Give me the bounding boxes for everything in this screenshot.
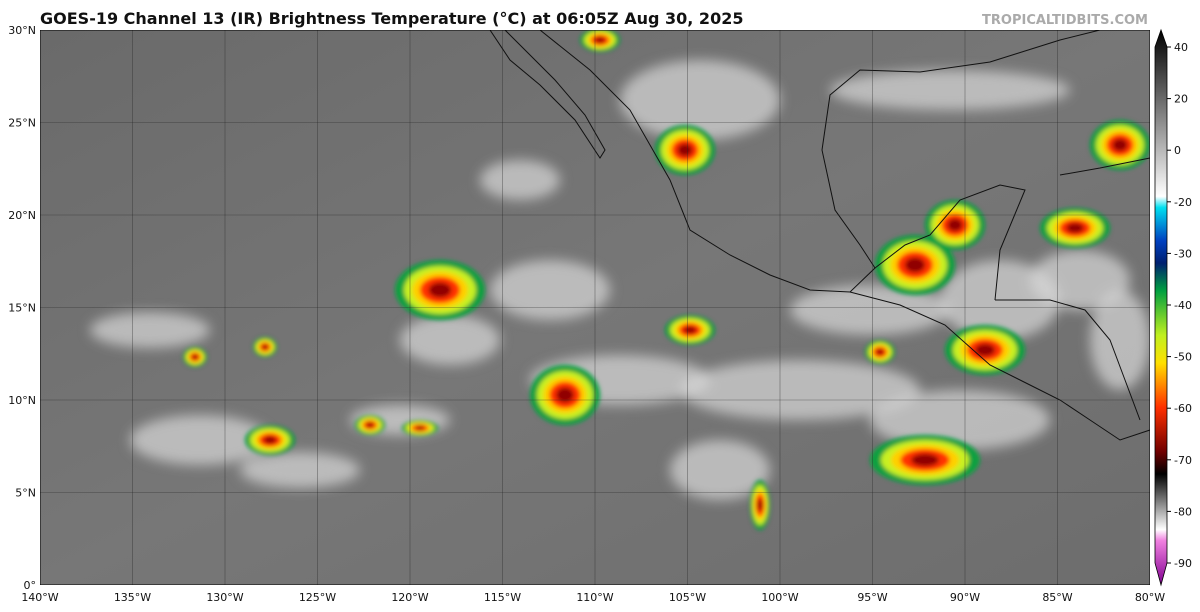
storm-cell bbox=[876, 349, 884, 355]
storm-cell bbox=[428, 282, 452, 298]
cloud bbox=[480, 160, 560, 200]
storm-cell bbox=[677, 143, 693, 157]
colorbar-tick-label: -60 bbox=[1174, 402, 1192, 415]
lat-label: 20°N bbox=[8, 209, 36, 222]
lon-label: 90°W bbox=[950, 591, 980, 604]
cloud bbox=[490, 260, 610, 320]
lon-label: 105°W bbox=[669, 591, 706, 604]
lon-label: 95°W bbox=[857, 591, 887, 604]
lat-label: 30°N bbox=[8, 24, 36, 37]
lon-label: 125°W bbox=[299, 591, 336, 604]
lat-label: 15°N bbox=[8, 302, 36, 315]
title: GOES-19 Channel 13 (IR) Brightness Tempe… bbox=[40, 9, 743, 28]
lat-label: 5°N bbox=[15, 487, 36, 500]
colorbar: 40 20 0 -20 -30 -40 -50 -60 -70 -80 -90 bbox=[1154, 28, 1192, 587]
storm-cell bbox=[415, 426, 425, 430]
storms bbox=[183, 30, 1150, 530]
colorbar-bar bbox=[1154, 28, 1168, 587]
lon-label: 140°W bbox=[21, 591, 58, 604]
lon-label: 135°W bbox=[114, 591, 151, 604]
lon-label: 120°W bbox=[391, 591, 428, 604]
cloud bbox=[680, 360, 920, 420]
storm-cell bbox=[683, 326, 697, 334]
lon-label: 130°W bbox=[206, 591, 243, 604]
storm-cell bbox=[975, 343, 995, 357]
lat-label: 25°N bbox=[8, 117, 36, 130]
colorbar-tick-label: 20 bbox=[1174, 93, 1188, 106]
colorbar-tick-label: -80 bbox=[1174, 505, 1192, 518]
cloud bbox=[1090, 290, 1150, 390]
storm-cell bbox=[263, 436, 277, 444]
colorbar-tick-label: 40 bbox=[1174, 41, 1188, 54]
lat-label: 0° bbox=[24, 579, 37, 592]
storm-cell bbox=[366, 422, 374, 428]
storm-cell bbox=[947, 218, 963, 232]
cloud bbox=[670, 440, 770, 500]
storm-cell bbox=[192, 354, 198, 360]
lon-label: 100°W bbox=[761, 591, 798, 604]
colorbar-tick-label: -90 bbox=[1174, 557, 1192, 570]
lon-label: 85°W bbox=[1042, 591, 1072, 604]
axis-labels: 30°N 25°N 20°N 15°N 10°N 5°N 0°140°W 135°W 130°W… bbox=[8, 24, 1165, 604]
cloud bbox=[620, 60, 780, 140]
colorbar-tick-label: -70 bbox=[1174, 454, 1192, 467]
storm-cell bbox=[911, 453, 939, 467]
cloud bbox=[1030, 250, 1130, 310]
cloud bbox=[830, 70, 1070, 110]
coastlines bbox=[489, 30, 1150, 441]
storm-cell bbox=[1066, 223, 1084, 233]
storm-cell bbox=[262, 344, 268, 350]
storm-cell bbox=[757, 498, 763, 512]
cloud bbox=[790, 285, 950, 335]
cloud bbox=[240, 452, 360, 488]
grid bbox=[40, 30, 1150, 585]
colorbar-tick-label: 0 bbox=[1174, 144, 1181, 157]
colorbar-tick-label: -50 bbox=[1174, 351, 1192, 364]
storm-cell bbox=[905, 257, 925, 273]
storm-cell bbox=[556, 387, 574, 403]
source: TROPICALTIDBITS.COM bbox=[982, 13, 1148, 28]
lon-label: 80°W bbox=[1135, 591, 1165, 604]
clouds bbox=[90, 60, 1150, 500]
colorbar-ticks: 40 20 0 -20 -30 -40 -50 -60 -70 -80 -90 bbox=[1167, 41, 1192, 570]
map bbox=[40, 30, 1150, 585]
cloud bbox=[130, 415, 270, 465]
storm-cell bbox=[595, 37, 605, 43]
lon-label: 115°W bbox=[484, 591, 521, 604]
storm-cell bbox=[1112, 138, 1128, 152]
lon-label: 110°W bbox=[576, 591, 613, 604]
cloud bbox=[90, 312, 210, 348]
colorbar-tick-label: -20 bbox=[1174, 196, 1192, 209]
colorbar-tick-label: -40 bbox=[1174, 299, 1192, 312]
cloud bbox=[400, 315, 500, 365]
colorbar-tick-label: -30 bbox=[1174, 247, 1192, 260]
lat-label: 10°N bbox=[8, 394, 36, 407]
cloud bbox=[870, 390, 1050, 450]
